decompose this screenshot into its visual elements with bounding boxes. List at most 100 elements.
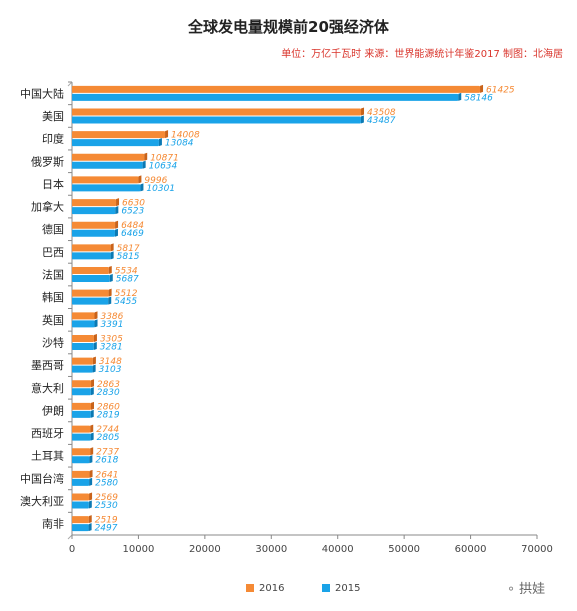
bar-end-2015 [158, 138, 162, 147]
data-label-2016: 5512 [115, 289, 138, 299]
legend-swatch-2016 [246, 584, 254, 592]
chat-bubble-icon: ⚬ [506, 582, 517, 596]
category-label: 巴西 [42, 246, 64, 259]
data-label-2016: 2860 [97, 402, 120, 412]
legend-label-2015: 2015 [335, 583, 361, 594]
bar-end-2016 [108, 266, 112, 275]
bar-end-2015 [115, 206, 119, 215]
x-tick-label: 60000 [455, 544, 487, 555]
data-label-2015: 58146 [464, 93, 493, 103]
bar-2015 [72, 297, 109, 305]
bar-end-2015 [88, 500, 92, 509]
data-label-2016: 43508 [367, 108, 396, 118]
axis-depth-top [67, 81, 73, 87]
x-tick-label: 10000 [123, 544, 155, 555]
data-label-2015: 2618 [95, 456, 118, 466]
legend-item-2015: 2015 [322, 583, 360, 594]
bar-2016 [72, 244, 111, 252]
bar-2016 [72, 334, 94, 342]
bar-2015 [72, 342, 94, 350]
category-label: 中国台湾 [20, 471, 64, 485]
category-label: 伊朗 [42, 404, 64, 417]
category-label: 美国 [42, 110, 64, 123]
bar-2015 [72, 184, 141, 192]
x-tick-label: 20000 [189, 544, 221, 555]
bar-2015 [72, 320, 95, 328]
bar-2016 [72, 425, 91, 433]
bar-end-2016 [90, 401, 94, 410]
data-label-2015: 6469 [121, 229, 144, 239]
bar-2016 [72, 448, 91, 456]
bar-end-2015 [360, 115, 364, 124]
bar-2016 [72, 176, 139, 184]
bar-end-2016 [94, 311, 98, 320]
bar-end-2015 [94, 319, 98, 328]
bar-end-2016 [88, 515, 92, 524]
bar-2015 [72, 252, 111, 260]
data-label-2015: 2580 [95, 478, 118, 488]
data-label-2015: 2530 [95, 501, 118, 511]
data-label-2016: 2863 [97, 380, 120, 390]
bar-end-2015 [90, 432, 94, 441]
data-label-2015: 5455 [114, 297, 137, 307]
data-label-2015: 3103 [99, 365, 122, 375]
x-tick-label: 70000 [521, 544, 553, 555]
bar-2015 [72, 478, 90, 486]
category-label: 英国 [42, 313, 64, 327]
category-label: 澳大利亚 [20, 494, 64, 508]
data-label-2016: 3148 [99, 357, 122, 367]
category-label: 德国 [42, 222, 64, 236]
axis-depth-bottom [67, 534, 73, 540]
bar-end-2016 [93, 333, 97, 342]
bar-2016 [72, 380, 92, 388]
legend-swatch-2015 [322, 584, 330, 592]
bar-end-2016 [108, 288, 112, 297]
bar-2016 [72, 402, 91, 410]
data-label-2015: 13084 [165, 139, 194, 149]
watermark-text: 拱娃 [519, 582, 546, 597]
category-label: 印度 [42, 132, 64, 146]
category-label: 南非 [42, 518, 64, 531]
data-label-2016: 9996 [144, 176, 167, 186]
data-label-2015: 10301 [146, 184, 175, 194]
bar-end-2015 [92, 364, 96, 373]
bar-2016 [72, 470, 90, 478]
data-label-2016: 6484 [121, 221, 144, 231]
data-label-2016: 61425 [486, 85, 515, 95]
data-label-2016: 5817 [117, 244, 140, 254]
chart-title: 全球发电量规模前20强经济体 [188, 18, 389, 36]
data-label-2015: 2497 [95, 524, 118, 534]
bar-2015 [72, 365, 93, 373]
data-label-2016: 2641 [96, 470, 119, 480]
category-label: 韩国 [42, 290, 64, 304]
bar-2016 [72, 108, 362, 116]
bar-end-2015 [114, 228, 118, 237]
data-label-2015: 10634 [149, 161, 178, 171]
data-label-2016: 3305 [100, 334, 123, 344]
bar-2016 [72, 312, 95, 320]
bar-end-2015 [140, 183, 144, 192]
bar-2016 [72, 221, 116, 229]
bar-2015 [72, 207, 116, 215]
bar-end-2016 [361, 107, 365, 116]
bar-end-2016 [116, 198, 120, 207]
category-label: 中国大陆 [20, 86, 64, 100]
bar-2016 [72, 516, 89, 524]
bar-end-2015 [89, 455, 93, 464]
bar-end-2016 [115, 220, 119, 229]
bar-2016 [72, 153, 145, 161]
bar-end-2016 [89, 469, 93, 478]
data-label-2015: 2805 [97, 433, 120, 443]
category-label: 沙特 [42, 335, 64, 349]
bar-end-2016 [90, 447, 94, 456]
bar-2016 [72, 493, 90, 501]
data-label-2016: 2519 [95, 516, 118, 526]
bar-end-2015 [90, 409, 94, 418]
data-label-2016: 2744 [96, 425, 119, 435]
data-label-2016: 2569 [95, 493, 118, 503]
data-label-2016: 10871 [150, 153, 179, 163]
bar-end-2015 [93, 341, 97, 350]
bar-end-2016 [89, 492, 93, 501]
bar-2015 [72, 456, 90, 464]
